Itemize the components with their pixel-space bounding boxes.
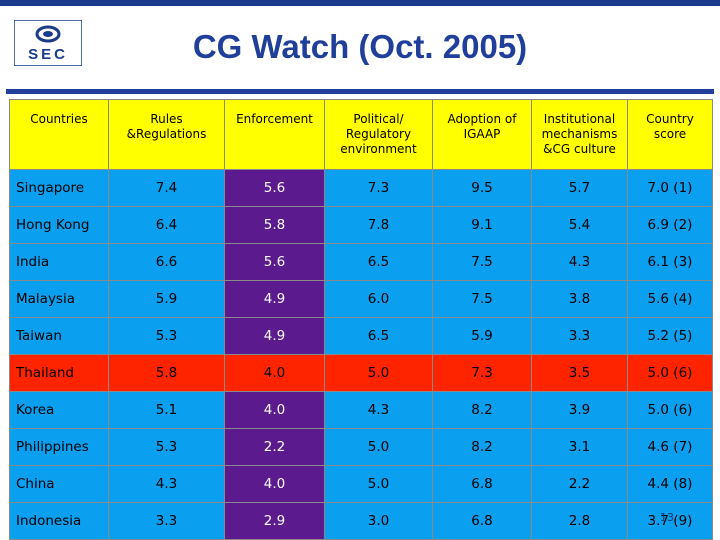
country-cell: Taiwan	[9, 317, 109, 355]
igaap-cell: 7.3	[432, 354, 532, 392]
score-cell: 5.0 (6)	[627, 354, 713, 392]
col-header-institutional: Institutional mechanisms &CG culture	[531, 99, 628, 170]
table-row: China 4.3 4.0 5.0 6.8 2.2 4.4 (8)	[9, 465, 713, 503]
logo-text: SEC	[28, 46, 68, 63]
institutional-cell: 3.3	[531, 317, 628, 355]
political-cell: 3.0	[324, 502, 433, 540]
rules-cell: 4.3	[108, 465, 225, 503]
score-cell: 3.7 (9)	[627, 502, 713, 540]
enforcement-cell: 5.6	[224, 243, 325, 281]
political-cell: 6.0	[324, 280, 433, 318]
rules-cell: 6.6	[108, 243, 225, 281]
rules-cell: 6.4	[108, 206, 225, 244]
institutional-cell: 5.7	[531, 169, 628, 207]
country-cell: Indonesia	[9, 502, 109, 540]
table-row: Malaysia 5.9 4.9 6.0 7.5 3.8 5.6 (4)	[9, 280, 713, 318]
score-cell: 5.0 (6)	[627, 391, 713, 429]
igaap-cell: 8.2	[432, 428, 532, 466]
table-row: Singapore 7.4 5.6 7.3 9.5 5.7 7.0 (1)	[9, 169, 713, 207]
title-divider	[6, 89, 714, 94]
table-row: Korea 5.1 4.0 4.3 8.2 3.9 5.0 (6)	[9, 391, 713, 429]
score-cell: 7.0 (1)	[627, 169, 713, 207]
political-cell: 7.3	[324, 169, 433, 207]
col-header-enforcement: Enforcement	[224, 99, 325, 170]
col-header-score: Country score	[627, 99, 713, 170]
rules-cell: 5.8	[108, 354, 225, 392]
enforcement-cell: 4.9	[224, 317, 325, 355]
score-cell: 6.1 (3)	[627, 243, 713, 281]
institutional-cell: 3.1	[531, 428, 628, 466]
country-cell: Singapore	[9, 169, 109, 207]
country-cell: Korea	[9, 391, 109, 429]
rules-cell: 3.3	[108, 502, 225, 540]
enforcement-cell: 5.6	[224, 169, 325, 207]
rules-cell: 7.4	[108, 169, 225, 207]
institutional-cell: 3.5	[531, 354, 628, 392]
score-cell: 5.6 (4)	[627, 280, 713, 318]
enforcement-cell: 4.0	[224, 465, 325, 503]
country-cell: China	[9, 465, 109, 503]
top-accent-bar	[0, 0, 720, 6]
enforcement-cell: 2.2	[224, 428, 325, 466]
rules-cell: 5.3	[108, 428, 225, 466]
page-title: CG Watch (Oct. 2005)	[192, 28, 528, 65]
table-row: Philippines 5.3 2.2 5.0 8.2 3.1 4.6 (7)	[9, 428, 713, 466]
political-cell: 6.5	[324, 317, 433, 355]
table-header-row: Countries Rules &Regulations Enforcement…	[9, 99, 713, 170]
igaap-cell: 6.8	[432, 465, 532, 503]
col-header-igaap: Adoption of IGAAP	[432, 99, 532, 170]
table-row: Taiwan 5.3 4.9 6.5 5.9 3.3 5.2 (5)	[9, 317, 713, 355]
country-cell: Thailand	[9, 354, 109, 392]
table-row: Indonesia 3.3 2.9 3.0 6.8 2.8 3.7 (9)	[9, 502, 713, 540]
enforcement-cell: 2.9	[224, 502, 325, 540]
political-cell: 5.0	[324, 465, 433, 503]
igaap-cell: 9.1	[432, 206, 532, 244]
col-header-countries: Countries	[9, 99, 109, 170]
score-cell: 4.4 (8)	[627, 465, 713, 503]
institutional-cell: 3.8	[531, 280, 628, 318]
score-cell: 5.2 (5)	[627, 317, 713, 355]
score-cell: 6.9 (2)	[627, 206, 713, 244]
cg-watch-table: Countries Rules &Regulations Enforcement…	[9, 99, 713, 540]
col-header-political: Political/ Regulatory environment	[324, 99, 433, 170]
political-cell: 5.0	[324, 354, 433, 392]
political-cell: 7.8	[324, 206, 433, 244]
institutional-cell: 2.2	[531, 465, 628, 503]
rules-cell: 5.3	[108, 317, 225, 355]
institutional-cell: 2.8	[531, 502, 628, 540]
table-row: Hong Kong 6.4 5.8 7.8 9.1 5.4 6.9 (2)	[9, 206, 713, 244]
enforcement-cell: 4.9	[224, 280, 325, 318]
political-cell: 4.3	[324, 391, 433, 429]
igaap-cell: 7.5	[432, 280, 532, 318]
political-cell: 6.5	[324, 243, 433, 281]
country-cell: Malaysia	[9, 280, 109, 318]
enforcement-cell: 4.0	[224, 391, 325, 429]
rules-cell: 5.9	[108, 280, 225, 318]
institutional-cell: 4.3	[531, 243, 628, 281]
table-row: India 6.6 5.6 6.5 7.5 4.3 6.1 (3)	[9, 243, 713, 281]
rules-cell: 5.1	[108, 391, 225, 429]
igaap-cell: 9.5	[432, 169, 532, 207]
sec-logo: SEC	[14, 20, 82, 66]
country-cell: India	[9, 243, 109, 281]
col-header-rules: Rules &Regulations	[108, 99, 225, 170]
score-cell: 4.6 (7)	[627, 428, 713, 466]
institutional-cell: 3.9	[531, 391, 628, 429]
igaap-cell: 8.2	[432, 391, 532, 429]
enforcement-cell: 5.8	[224, 206, 325, 244]
table-row: Thailand 5.8 4.0 5.0 7.3 3.5 5.0 (6)	[9, 354, 713, 392]
igaap-cell: 6.8	[432, 502, 532, 540]
enforcement-cell: 4.0	[224, 354, 325, 392]
political-cell: 5.0	[324, 428, 433, 466]
institutional-cell: 5.4	[531, 206, 628, 244]
page-number: 13	[660, 511, 674, 524]
country-cell: Hong Kong	[9, 206, 109, 244]
country-cell: Philippines	[9, 428, 109, 466]
igaap-cell: 7.5	[432, 243, 532, 281]
igaap-cell: 5.9	[432, 317, 532, 355]
